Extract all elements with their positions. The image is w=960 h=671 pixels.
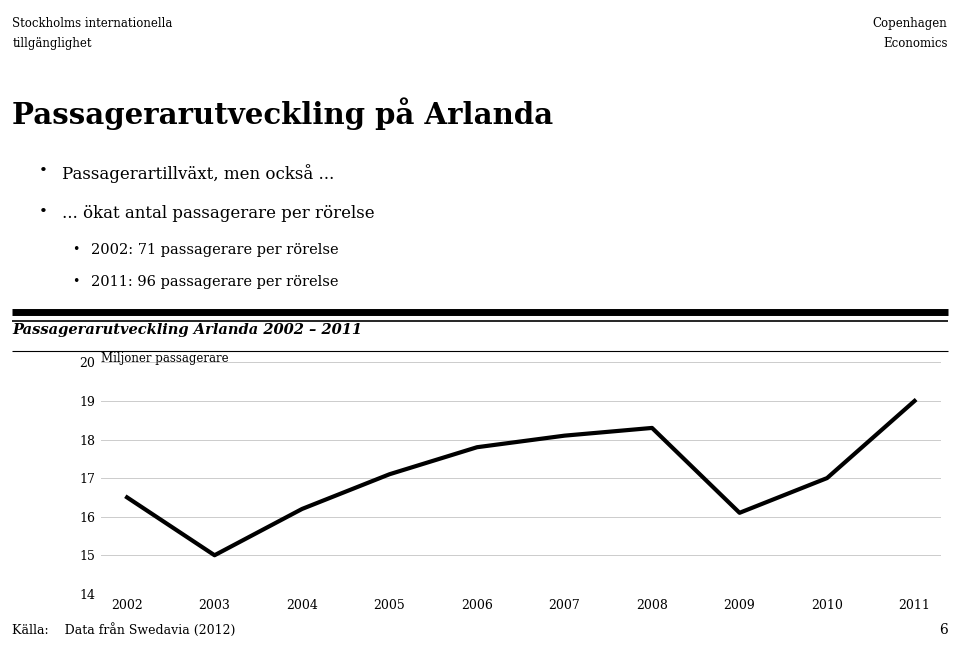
Text: Economics: Economics <box>883 37 948 50</box>
Text: Copenhagen: Copenhagen <box>873 17 948 30</box>
Text: •: • <box>38 205 47 219</box>
Text: •: • <box>72 243 80 256</box>
Text: tillgänglighet: tillgänglighet <box>12 37 92 50</box>
Text: ... ökat antal passagerare per rörelse: ... ökat antal passagerare per rörelse <box>62 205 375 221</box>
Text: Passagerarutveckling på Arlanda: Passagerarutveckling på Arlanda <box>12 97 554 130</box>
Text: Miljoner passagerare: Miljoner passagerare <box>101 352 228 365</box>
Text: 2002: 71 passagerare per rörelse: 2002: 71 passagerare per rörelse <box>91 243 339 257</box>
Text: Källa:    Data från Swedavia (2012): Källa: Data från Swedavia (2012) <box>12 623 236 637</box>
Text: •: • <box>38 164 47 178</box>
Text: Passagerarutveckling Arlanda 2002 – 2011: Passagerarutveckling Arlanda 2002 – 2011 <box>12 323 363 338</box>
Text: •: • <box>72 275 80 288</box>
Text: 6: 6 <box>939 623 948 637</box>
Text: Passagerartillväxt, men också ...: Passagerartillväxt, men också ... <box>62 164 335 183</box>
Text: Stockholms internationella: Stockholms internationella <box>12 17 173 30</box>
Text: 2011: 96 passagerare per rörelse: 2011: 96 passagerare per rörelse <box>91 275 339 289</box>
